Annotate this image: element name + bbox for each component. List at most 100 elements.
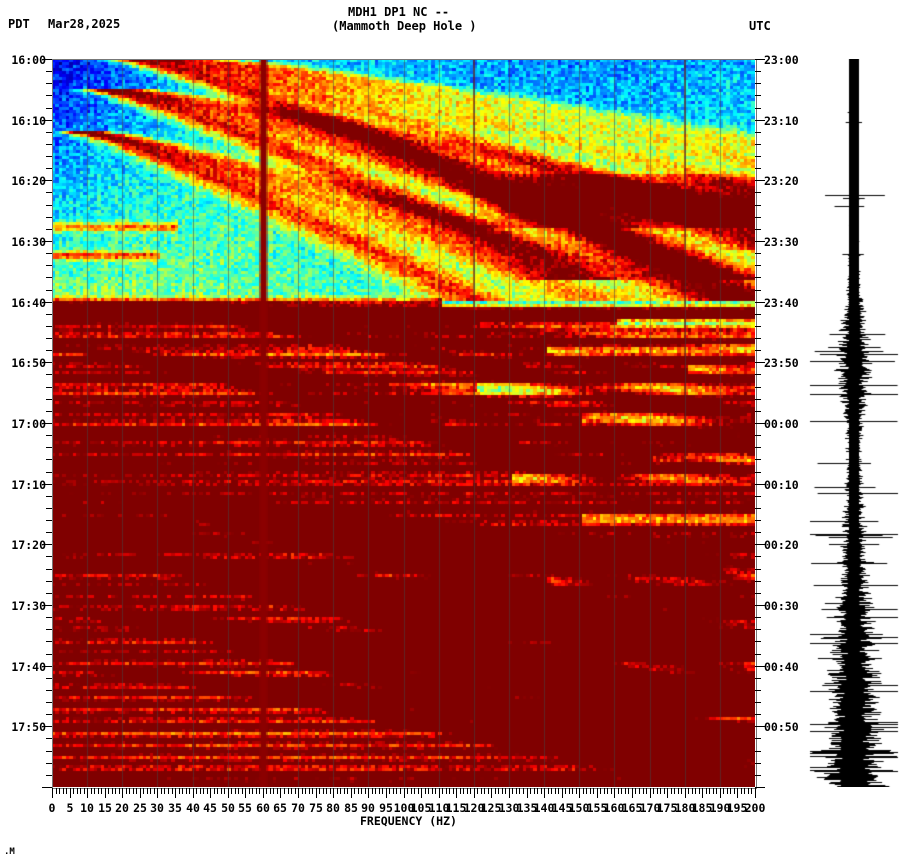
time-tick-minor-left [46, 678, 52, 679]
freq-tick-major [52, 788, 53, 798]
freq-label: 150 [568, 801, 590, 815]
freq-label: 90 [361, 801, 375, 815]
freq-tick-minor [273, 788, 274, 794]
time-label-utc: 23:30 [764, 235, 799, 249]
freq-label: 35 [168, 801, 182, 815]
freq-tick-major [351, 788, 352, 798]
freq-tick-major [667, 788, 668, 798]
time-tick-minor-left [46, 411, 52, 412]
time-tick-minor-left [46, 447, 52, 448]
freq-tick-minor [709, 788, 710, 794]
spectrogram-plot[interactable] [52, 59, 755, 787]
freq-tick-minor [84, 788, 85, 794]
time-tick-minor-right [755, 265, 761, 266]
time-tick-minor-left [46, 775, 52, 776]
freq-label: 180 [674, 801, 696, 815]
freq-tick-minor [200, 788, 201, 794]
freq-tick-major [210, 788, 211, 798]
freq-tick-major [491, 788, 492, 798]
freq-tick-minor [516, 788, 517, 794]
time-label-utc: 23:50 [764, 356, 799, 370]
freq-tick-major [193, 788, 194, 798]
time-tick-minor-right [755, 496, 761, 497]
freq-label: 80 [326, 801, 340, 815]
time-tick-minor-left [46, 156, 52, 157]
time-tick-minor-left [46, 205, 52, 206]
freq-tick-minor [361, 788, 362, 794]
time-label-pdt: 17:10 [11, 478, 46, 492]
freq-tick-minor [418, 788, 419, 794]
freq-label: 165 [621, 801, 643, 815]
freq-tick-major [122, 788, 123, 798]
freq-tick-minor [91, 788, 92, 794]
time-tick-major-left [42, 726, 52, 727]
seismogram-trace [808, 59, 900, 787]
freq-tick-minor [344, 788, 345, 794]
freq-tick-minor [706, 788, 707, 794]
time-tick-minor-left [46, 641, 52, 642]
time-tick-major-right [755, 666, 765, 667]
freq-label: 100 [393, 801, 415, 815]
time-tick-minor-right [755, 581, 761, 582]
time-tick-minor-left [46, 435, 52, 436]
freq-tick-major [474, 788, 475, 798]
seismogram-trace-canvas [808, 59, 900, 787]
freq-tick-minor [734, 788, 735, 794]
freq-tick-minor [73, 788, 74, 794]
freq-tick-major [298, 788, 299, 798]
time-tick-minor-left [46, 520, 52, 521]
freq-tick-minor [467, 788, 468, 794]
time-tick-major-left [42, 666, 52, 667]
time-tick-minor-right [755, 751, 761, 752]
freq-tick-minor [646, 788, 647, 794]
freq-tick-major [614, 788, 615, 798]
time-tick-major-right [755, 484, 765, 485]
freq-tick-minor [572, 788, 573, 794]
freq-tick-minor [463, 788, 464, 794]
time-label-utc: 00:30 [764, 599, 799, 613]
time-tick-minor-right [755, 775, 761, 776]
freq-tick-major [562, 788, 563, 798]
freq-tick-minor [435, 788, 436, 794]
time-tick-major-left [42, 241, 52, 242]
freq-tick-minor [537, 788, 538, 794]
freq-tick-minor [288, 788, 289, 794]
time-tick-minor-right [755, 629, 761, 630]
freq-tick-minor [505, 788, 506, 794]
freq-label: 55 [238, 801, 252, 815]
freq-tick-minor [541, 788, 542, 794]
freq-tick-minor [664, 788, 665, 794]
time-tick-minor-right [755, 326, 761, 327]
freq-tick-minor [168, 788, 169, 794]
freq-tick-minor [519, 788, 520, 794]
freq-tick-minor [375, 788, 376, 794]
freq-tick-minor [407, 788, 408, 794]
time-tick-major-left [42, 787, 52, 788]
freq-tick-minor [196, 788, 197, 794]
freq-label: 200 [744, 801, 766, 815]
freq-tick-minor [379, 788, 380, 794]
time-tick-minor-left [46, 617, 52, 618]
freq-tick-minor [411, 788, 412, 794]
time-tick-major-right [755, 605, 765, 606]
freq-tick-minor [340, 788, 341, 794]
time-tick-minor-right [755, 290, 761, 291]
time-tick-minor-right [755, 156, 761, 157]
time-tick-minor-right [755, 459, 761, 460]
freq-tick-minor [741, 788, 742, 794]
time-tick-minor-left [46, 702, 52, 703]
freq-tick-minor [147, 788, 148, 794]
time-tick-minor-right [755, 508, 761, 509]
time-tick-major-right [755, 120, 765, 121]
freq-tick-major [509, 788, 510, 798]
time-tick-minor-right [755, 374, 761, 375]
time-tick-major-left [42, 544, 52, 545]
time-tick-minor-left [46, 350, 52, 351]
freq-label: 110 [428, 801, 450, 815]
time-tick-minor-left [46, 569, 52, 570]
time-tick-minor-right [755, 472, 761, 473]
freq-tick-minor [428, 788, 429, 794]
time-tick-major-left [42, 605, 52, 606]
freq-tick-minor [590, 788, 591, 794]
freq-tick-minor [730, 788, 731, 794]
